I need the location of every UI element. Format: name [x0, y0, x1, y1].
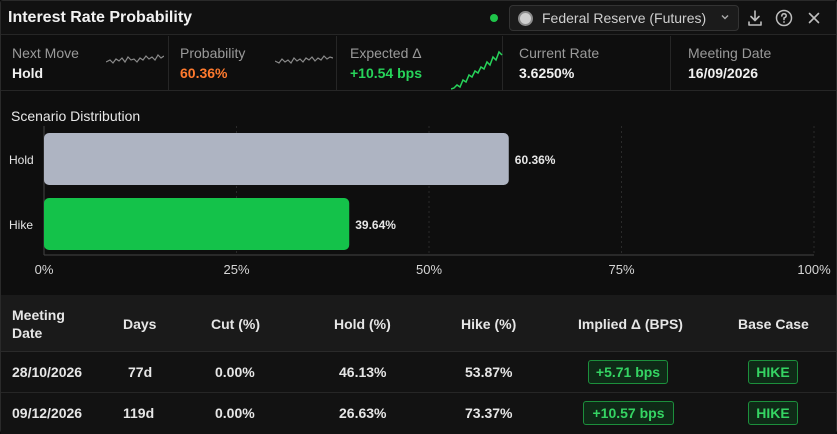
tick-label: 75%: [608, 262, 634, 277]
close-icon: [808, 12, 820, 24]
scenario-distribution-chart: Hold 60.36% Hike 39.64% 0% 25% 50% 75% 100%: [9, 126, 831, 277]
column-header-days: Days: [123, 316, 157, 332]
bar-hold: [44, 133, 509, 185]
cell-hold: 26.63%: [339, 405, 387, 421]
panel-title: Interest Rate Probability: [8, 9, 193, 26]
meetings-table: Meeting Date Days Cut (%) Hold (%) Hike …: [1, 295, 836, 434]
chevron-down-icon: [721, 15, 729, 20]
stat-value: 60.36%: [180, 65, 228, 81]
stat-value: Hold: [12, 65, 44, 81]
chart-title: Scenario Distribution: [11, 108, 141, 124]
column-header-cut: Cut (%): [211, 316, 260, 332]
sparkline: [451, 50, 503, 90]
tick-label: 100%: [797, 262, 831, 277]
column-header-hike: Hike (%): [461, 316, 517, 332]
cell-cut: 0.00%: [215, 364, 255, 380]
stat-label: Current Rate: [519, 45, 600, 61]
column-header-implied-delta: Implied Δ (BPS): [578, 316, 683, 332]
stat-label: Next Move: [12, 45, 79, 61]
stat-next-move: Next Move Hold: [1, 36, 169, 91]
stat-value: 3.6250%: [519, 65, 575, 81]
category-label: Hold: [9, 153, 34, 167]
stat-expected-delta: Expected Δ +10.54 bps: [337, 36, 503, 91]
stat-value: +10.54 bps: [350, 65, 422, 81]
column-header-hold: Hold (%): [334, 316, 391, 332]
stat-label: Probability: [180, 45, 246, 61]
base-case-badge: HIKE: [748, 401, 798, 425]
stat-current-rate: Current Rate 3.6250%: [503, 36, 671, 91]
table-header: Meeting Date Days Cut (%) Hold (%) Hike …: [1, 295, 836, 352]
table-row[interactable]: 09/12/2026 119d 0.00% 26.63% 73.37% +10.…: [1, 393, 836, 434]
tick-label: 25%: [223, 262, 249, 277]
panel-header: Interest Rate Probability Federal Reserv…: [1, 1, 836, 35]
stat-value: 16/09/2026: [688, 65, 759, 81]
download-button[interactable]: [745, 8, 765, 28]
help-button[interactable]: [774, 8, 794, 28]
stat-meeting-date: Meeting Date 16/09/2026: [671, 36, 836, 91]
stat-label: Expected Δ: [350, 45, 422, 61]
implied-delta-badge: +10.57 bps: [583, 401, 674, 425]
tick-label: 0%: [35, 262, 54, 277]
cell-meeting-date: 28/10/2026: [12, 364, 83, 380]
category-label: Hike: [9, 218, 33, 232]
stat-label: Meeting Date: [688, 45, 772, 61]
source-select[interactable]: Federal Reserve (Futures): [509, 5, 739, 31]
source-select-label: Federal Reserve (Futures): [542, 10, 707, 26]
tick-label: 50%: [416, 262, 442, 277]
table-row[interactable]: 28/10/2026 77d 0.00% 46.13% 53.87% +5.71…: [1, 352, 836, 393]
sparkline: [106, 54, 164, 64]
cell-days: 77d: [128, 364, 153, 380]
download-icon: [748, 10, 762, 26]
help-icon: [775, 9, 793, 27]
live-status-dot: [490, 14, 498, 22]
cell-hike: 73.37%: [465, 405, 513, 421]
data-label: 60.36%: [515, 153, 556, 167]
column-header-base-case: Base Case: [738, 316, 809, 332]
column-header-meeting-date: Meeting Date: [12, 307, 65, 341]
stat-probability: Probability 60.36%: [169, 36, 337, 91]
cell-hold: 46.13%: [339, 364, 387, 380]
data-label: 39.64%: [355, 218, 396, 232]
close-button[interactable]: [804, 8, 824, 28]
federal-reserve-seal-icon: [518, 11, 533, 26]
base-case-badge: HIKE: [748, 360, 798, 384]
sparkline: [275, 55, 333, 64]
cell-hike: 53.87%: [465, 364, 513, 380]
stats-row: Next Move Hold Probability 60.36% Expect…: [1, 36, 836, 91]
cell-cut: 0.00%: [215, 405, 255, 421]
cell-days: 119d: [123, 405, 155, 421]
implied-delta-badge: +5.71 bps: [588, 360, 668, 384]
bar-hike: [44, 198, 350, 250]
cell-meeting-date: 09/12/2026: [12, 405, 83, 421]
